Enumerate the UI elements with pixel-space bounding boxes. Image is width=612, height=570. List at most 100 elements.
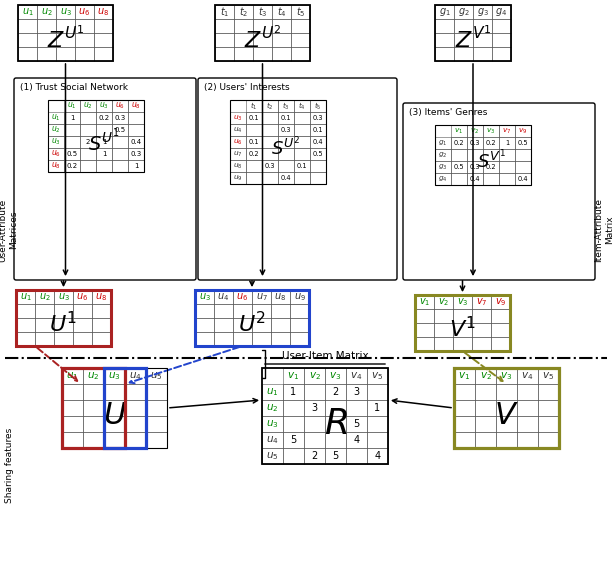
Bar: [104, 400, 125, 416]
Bar: [73, 304, 92, 318]
Bar: [492, 19, 511, 33]
Bar: [62, 432, 83, 448]
Text: $U$: $U$: [103, 401, 126, 431]
Bar: [415, 337, 434, 351]
Text: $u_6$: $u_6$: [78, 6, 91, 18]
Bar: [483, 149, 499, 161]
Text: 5: 5: [353, 419, 360, 429]
Bar: [278, 124, 294, 136]
Bar: [230, 112, 246, 124]
Bar: [454, 19, 473, 33]
Bar: [473, 5, 492, 19]
Bar: [80, 136, 96, 148]
Text: $g_2$: $g_2$: [438, 150, 448, 160]
Bar: [272, 19, 291, 33]
Bar: [83, 416, 104, 432]
Bar: [233, 332, 252, 346]
Bar: [435, 161, 451, 173]
Text: $u_2$: $u_2$: [51, 125, 61, 135]
Bar: [517, 368, 538, 384]
Text: $Z^{U^1}$: $Z^{U^1}$: [47, 27, 84, 53]
Bar: [56, 33, 75, 47]
Bar: [62, 368, 167, 448]
Bar: [262, 124, 278, 136]
Bar: [283, 448, 304, 464]
Text: $u_4$: $u_4$: [233, 125, 243, 135]
Bar: [473, 47, 492, 61]
Bar: [271, 318, 290, 332]
Text: $V^1$: $V^1$: [449, 317, 476, 343]
Text: $t_2$: $t_2$: [266, 100, 274, 112]
Text: $u_4$: $u_4$: [129, 370, 142, 382]
Bar: [325, 416, 346, 432]
Bar: [453, 337, 472, 351]
Bar: [233, 304, 252, 318]
Bar: [75, 19, 94, 33]
Text: $v_1$: $v_1$: [419, 296, 430, 308]
Text: $u_2$: $u_2$: [40, 6, 53, 18]
Bar: [64, 148, 80, 160]
Bar: [346, 416, 367, 432]
Text: 0.5: 0.5: [313, 151, 323, 157]
Bar: [291, 33, 310, 47]
Bar: [483, 173, 499, 185]
Bar: [290, 332, 309, 346]
Bar: [230, 124, 246, 136]
Bar: [304, 384, 325, 400]
Bar: [278, 100, 294, 112]
Bar: [195, 290, 214, 304]
Text: $v_2$: $v_2$: [471, 127, 480, 136]
Text: $u_1$: $u_1$: [51, 113, 61, 123]
Bar: [54, 304, 73, 318]
Bar: [496, 416, 517, 432]
Bar: [18, 33, 37, 47]
Bar: [434, 309, 453, 323]
Text: $u_8$: $u_8$: [97, 6, 110, 18]
Bar: [35, 304, 54, 318]
Bar: [252, 318, 271, 332]
Text: 0.5: 0.5: [67, 151, 78, 157]
Bar: [367, 368, 388, 384]
Bar: [454, 368, 559, 448]
Bar: [104, 416, 125, 432]
Bar: [304, 448, 325, 464]
Bar: [96, 112, 112, 124]
Text: $v_3$: $v_3$: [501, 370, 513, 382]
Text: $u_7$: $u_7$: [256, 291, 267, 303]
FancyBboxPatch shape: [198, 78, 397, 280]
Bar: [278, 112, 294, 124]
Text: $Z^{U^2}$: $Z^{U^2}$: [244, 27, 282, 53]
Bar: [310, 100, 326, 112]
Bar: [415, 323, 434, 337]
Bar: [517, 432, 538, 448]
Text: $u_8$: $u_8$: [131, 101, 141, 111]
Bar: [96, 160, 112, 172]
Bar: [234, 5, 253, 19]
Bar: [496, 400, 517, 416]
Bar: [473, 33, 492, 47]
Bar: [496, 384, 517, 400]
Bar: [253, 33, 272, 47]
Bar: [291, 5, 310, 19]
Bar: [18, 5, 37, 19]
Bar: [104, 368, 146, 448]
Bar: [246, 112, 262, 124]
Bar: [472, 295, 491, 309]
FancyBboxPatch shape: [14, 78, 196, 280]
Text: 3: 3: [354, 387, 360, 397]
Text: 0.5: 0.5: [114, 127, 125, 133]
Text: $Z^{V^1}$: $Z^{V^1}$: [455, 27, 491, 53]
Bar: [214, 290, 233, 304]
Bar: [517, 400, 538, 416]
Bar: [294, 112, 310, 124]
Text: $v_4$: $v_4$: [350, 370, 363, 382]
Bar: [499, 149, 515, 161]
Text: $S^{V^1}$: $S^{V^1}$: [477, 149, 506, 173]
Bar: [83, 368, 104, 384]
Text: 0.3: 0.3: [130, 151, 141, 157]
Bar: [146, 400, 167, 416]
Text: $u_5$: $u_5$: [266, 450, 278, 462]
Text: 0.4: 0.4: [130, 139, 141, 145]
Text: $R$: $R$: [324, 407, 348, 441]
Bar: [262, 432, 283, 448]
